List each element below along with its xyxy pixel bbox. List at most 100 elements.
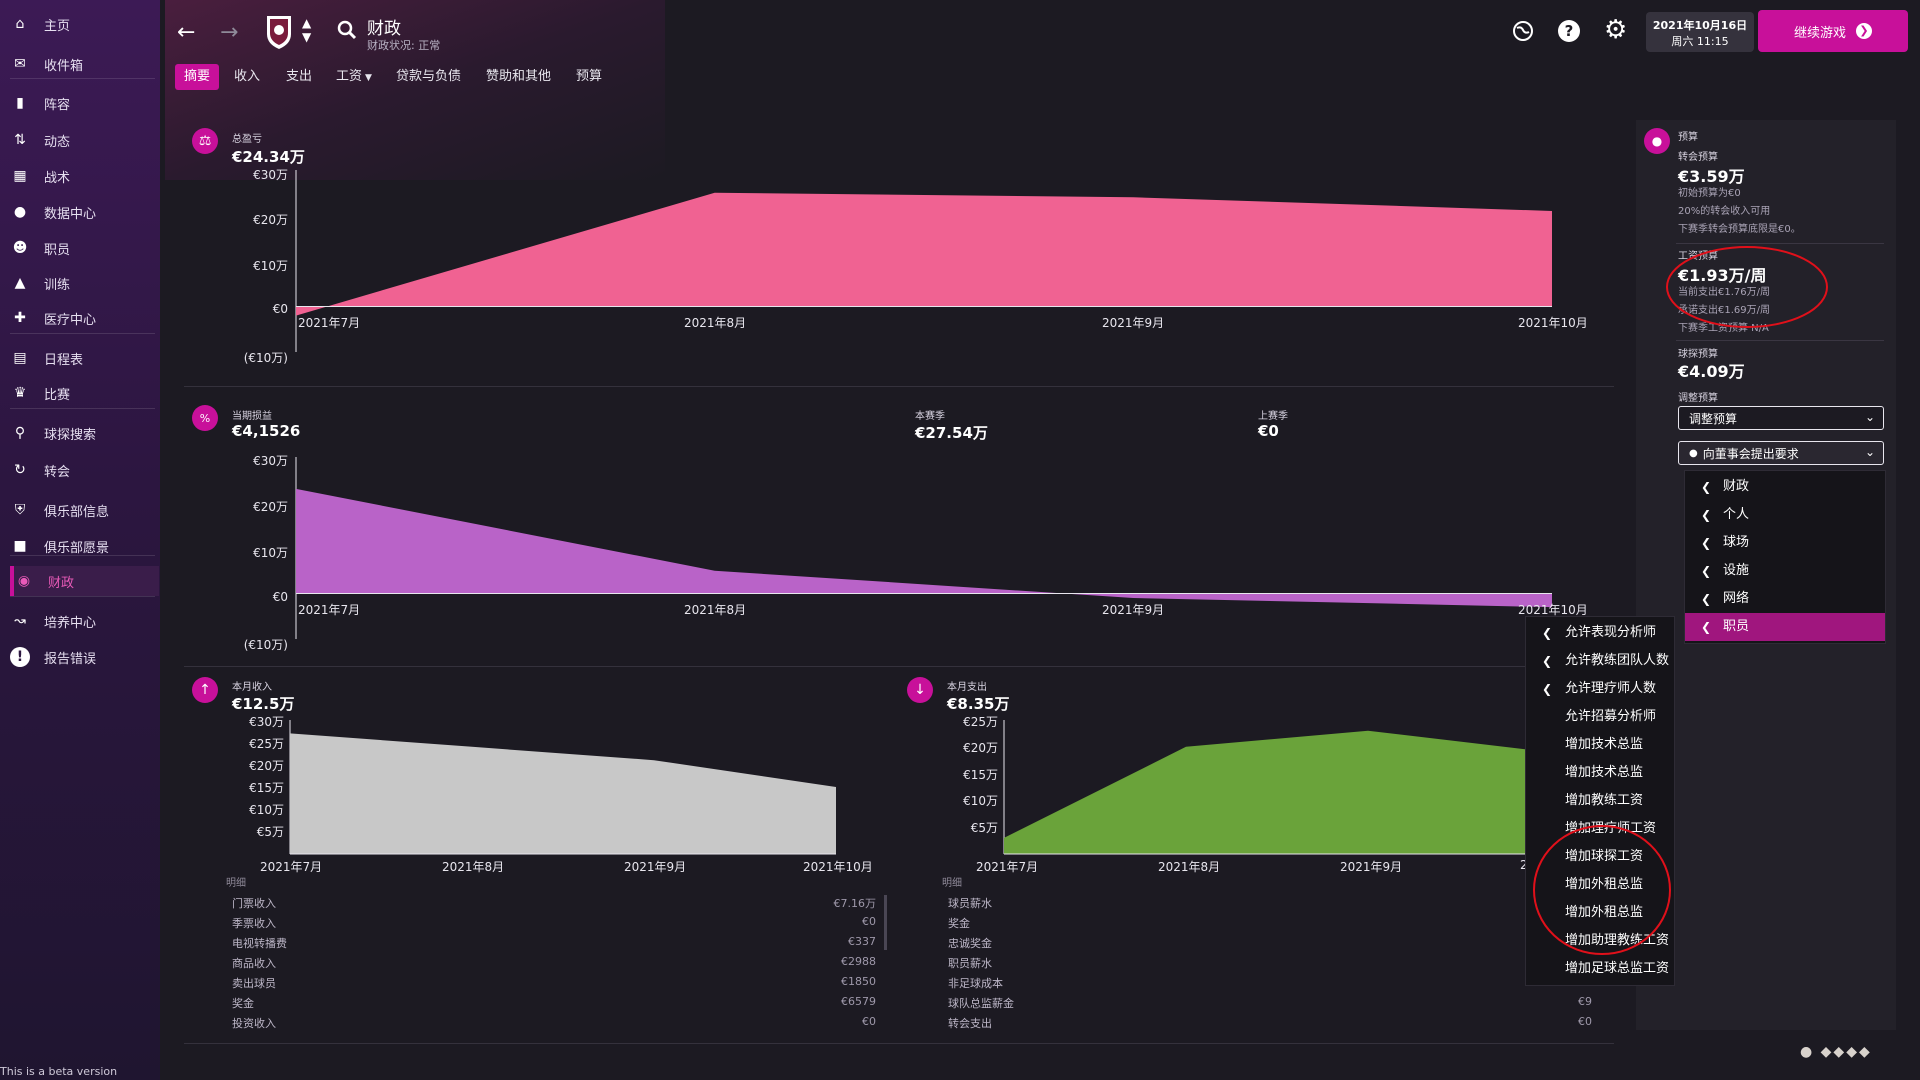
sidebar-item-15[interactable]: ◉ 财政 [10,566,159,596]
tab-summary[interactable]: 摘要 [175,64,220,90]
board-request-dropdown[interactable]: ● 向董事会提出要求 ⌄ [1678,441,1884,465]
staff-request-item[interactable]: ❮ 允许表现分析师 [1526,619,1674,647]
sidebar-item-label: 球探搜索 [44,427,97,443]
y-tick: €25万 [963,715,998,729]
last-season-label: 上赛季 [1258,411,1288,422]
sidebar-divider [10,555,155,556]
tactics-icon: ▦ [13,168,27,184]
staff-request-item[interactable]: ❮ 允许理疗师人数 [1526,675,1674,703]
detail-name: 忠诚奖金 [948,937,992,950]
x-tick: 2021年9月 [1102,603,1165,617]
transfer-icon: ↻ [14,462,26,478]
sidebar-item-7[interactable]: ▲ 训练 [10,268,155,298]
dynamics-icon: ⇅ [14,132,26,148]
sidebar-item-0[interactable]: ⌂ 主页 [10,9,155,39]
training-icon: ▲ [14,275,26,291]
tab-budget[interactable]: 预算 [576,69,603,84]
sidebar-item-2[interactable]: ▮ 阵容 [10,88,155,118]
staff-request-item[interactable]: 增加外租总监 [1526,899,1674,927]
sidebar-item-1[interactable]: ✉ 收件箱 [10,49,155,79]
board-request-item-label: 球场 [1723,535,1750,550]
club-switch-icon[interactable]: ▲ ▼ [302,16,312,44]
sidebar-item-10[interactable]: ♛ 比赛 [10,378,155,408]
detail-value: €9 [1578,995,1592,1008]
divider [1676,340,1884,341]
staff-request-item[interactable]: ❮ 允许教练团队人数 [1526,647,1674,675]
chevron-left-icon: ❮ [1701,508,1712,522]
sidebar-item-17[interactable]: ! 报告错误 [10,642,155,672]
trophy-icon: ♛ [13,385,27,401]
area-series [296,192,1552,316]
sidebar-item-4[interactable]: ▦ 战术 [10,161,155,191]
tab-loans[interactable]: 贷款与负债 [396,69,462,84]
sidebar-item-6[interactable]: ☻ 职员 [10,233,155,263]
beta-notice: This is a beta version [0,1065,118,1078]
header-background [165,0,665,180]
board-request-item[interactable]: ❮ 网络 [1685,585,1885,613]
staff-request-item-label: 增加技术总监 [1565,765,1644,780]
sidebar-item-label: 日程表 [44,352,84,368]
scrollbar[interactable] [884,895,887,950]
sidebar-item-9[interactable]: ▤ 日程表 [10,343,155,373]
sidebar-item-13[interactable]: ⛨ 俱乐部信息 [10,495,155,525]
sidebar-item-8[interactable]: ✚ 医疗中心 [10,303,155,333]
back-arrow-icon[interactable]: ← [177,20,196,45]
detail-value: €7.16万 [833,897,877,910]
staff-icon: ☻ [12,240,28,256]
board-request-menu: ❮ 财政 ❮ 个人 ❮ 球场 ❮ 设施 ❮ 网络 ❮ 职员 [1684,470,1886,644]
chevron-left-icon: ❮ [1542,626,1553,640]
date-line: 2021年10月16日 [1652,19,1748,32]
time-line: 周六 11:15 [1671,35,1729,48]
chevron-left-icon: ❮ [1701,480,1712,494]
sidebar-item-12[interactable]: ↻ 转会 [10,455,155,485]
staff-request-item[interactable]: 增加技术总监 [1526,731,1674,759]
divider [184,1043,1614,1044]
staff-request-item[interactable]: 增加足球总监工资 [1526,955,1674,983]
board-request-item[interactable]: ❮ 球场 [1685,529,1885,557]
staff-request-item[interactable]: 允许招募分析师 [1526,703,1674,731]
period-label: 当期损益 [232,411,272,422]
date-display[interactable]: 2021年10月16日 周六 11:15 [1646,12,1754,52]
sidebar-item-label: 收件箱 [44,58,84,74]
gear-icon[interactable]: ⚙ [1604,15,1628,45]
help-icon[interactable]: ? [1558,20,1580,42]
tab-income[interactable]: 收入 [234,69,261,84]
staff-request-item[interactable]: 增加助理教练工资 [1526,927,1674,955]
staff-request-item[interactable]: 增加外租总监 [1526,871,1674,899]
detail-value: €6579 [841,995,876,1008]
adjust-budget-dropdown[interactable]: 调整预算 ⌄ [1678,406,1884,430]
staff-request-item-label: 增加技术总监 [1565,737,1644,752]
staff-request-item-label: 允许教练团队人数 [1565,653,1670,668]
board-request-item[interactable]: ❮ 职员 [1685,613,1885,641]
sidebar-item-14[interactable]: ■ 俱乐部愿景 [10,531,155,561]
x-tick: 2021年8月 [442,860,505,874]
transfer-note: 初始预算为€0 [1678,188,1741,199]
board-request-item[interactable]: ❮ 个人 [1685,501,1885,529]
continue-button[interactable]: 继续游戏 ❯ [1758,10,1908,52]
y-tick: €30万 [253,168,288,182]
x-tick: 2021年7月 [298,316,361,330]
tab-sponsorship[interactable]: 赞助和其他 [486,69,552,84]
sidebar-item-label: 医疗中心 [44,312,97,328]
search-icon[interactable] [337,20,357,45]
watermark-logo: ● ◆◆◆◆ [1800,1044,1872,1060]
detail-name: 商品收入 [232,957,276,970]
y-tick: €10万 [963,794,998,808]
sidebar-item-11[interactable]: ⚲ 球探搜索 [10,418,155,448]
sidebar-item-3[interactable]: ⇅ 动态 [10,125,155,155]
sidebar-item-5[interactable]: ● 数据中心 [10,197,155,227]
staff-request-item[interactable]: 增加技术总监 [1526,759,1674,787]
sidebar-item-label: 转会 [44,464,71,480]
forward-arrow-icon[interactable]: → [220,20,239,45]
staff-request-item[interactable]: 增加球探工资 [1526,843,1674,871]
board-request-item[interactable]: ❮ 设施 [1685,557,1885,585]
x-tick: 2021年8月 [684,316,747,330]
world-icon[interactable] [1512,20,1534,46]
staff-request-item[interactable]: 增加教练工资 [1526,787,1674,815]
club-badge-icon[interactable] [265,14,293,50]
tab-wages[interactable]: 工资 ▼ [327,64,381,90]
sidebar-item-label: 战术 [44,170,71,186]
board-request-item[interactable]: ❮ 财政 [1685,473,1885,501]
tab-expenses[interactable]: 支出 [286,69,313,84]
sidebar-item-16[interactable]: ↝ 培养中心 [10,606,155,636]
